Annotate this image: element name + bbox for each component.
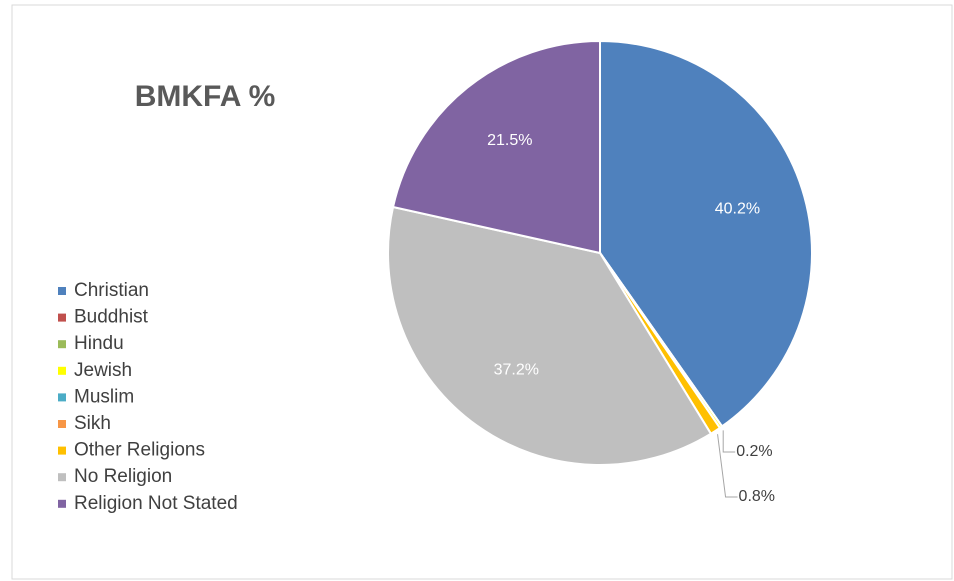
legend-label: Jewish	[74, 360, 132, 381]
legend-swatch	[58, 366, 66, 375]
legend-swatch	[58, 420, 66, 428]
legend-swatch	[58, 473, 66, 482]
legend-swatch	[58, 287, 66, 295]
legend-swatch	[58, 313, 66, 322]
legend-swatch	[58, 446, 66, 455]
chart-title: BMKFA %	[135, 80, 276, 113]
pie-slice	[387, 205, 713, 466]
data-label: 37.2%	[494, 362, 539, 379]
pie-slice	[391, 39, 601, 255]
data-label: 21.5%	[487, 132, 532, 149]
legend-label: Other Religions	[74, 440, 205, 461]
leader-line	[722, 430, 736, 453]
legend-label: Muslim	[74, 386, 134, 407]
data-label: 40.2%	[715, 201, 760, 218]
data-label: 0.2%	[736, 443, 772, 460]
legend-label: Hindu	[74, 333, 124, 354]
legend-label: Religion Not Stated	[74, 493, 238, 514]
legend-label: Sikh	[74, 413, 111, 434]
legend-label: Buddhist	[74, 307, 149, 328]
pie-slice	[599, 39, 813, 428]
legend-swatch	[58, 393, 66, 402]
data-label: 0.8%	[739, 488, 775, 505]
legend-swatch	[58, 499, 66, 508]
legend-label: No Religion	[74, 466, 172, 487]
legend-swatch	[58, 340, 66, 349]
leader-line	[717, 434, 738, 498]
legend-label: Christian	[74, 280, 149, 301]
